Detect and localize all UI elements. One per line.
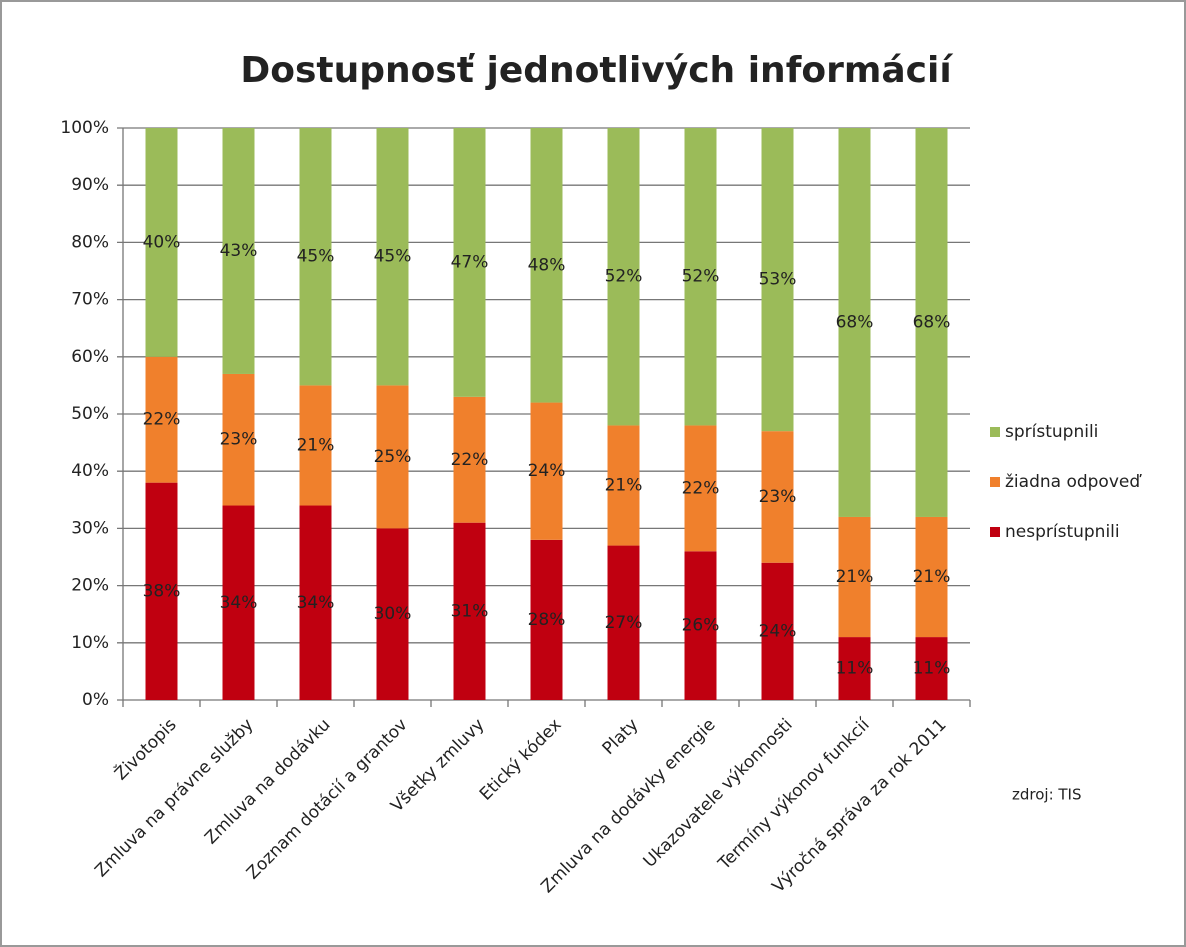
data-label: 21%: [913, 567, 951, 587]
bar-segment: [530, 128, 563, 403]
data-label: 21%: [605, 476, 643, 496]
bar-segment: [607, 425, 640, 546]
bar-segment: [684, 128, 717, 426]
data-label: 25%: [374, 447, 412, 467]
data-label: 23%: [220, 430, 258, 450]
bar-segment: [453, 128, 486, 397]
bar-segment: [222, 505, 255, 700]
data-label: 30%: [374, 604, 412, 624]
data-label: 68%: [836, 312, 874, 332]
y-tick-label: 10%: [71, 633, 109, 653]
data-label: 21%: [297, 435, 335, 455]
bar-segment: [838, 516, 871, 638]
data-label: 11%: [913, 659, 951, 679]
data-label: 24%: [759, 621, 797, 641]
data-label: 53%: [759, 270, 797, 290]
bar-segment: [222, 373, 255, 506]
data-label: 34%: [220, 593, 258, 613]
source-note: zdroj: TIS: [1012, 786, 1082, 804]
bar-segment: [684, 551, 717, 700]
y-tick-label: 80%: [71, 232, 109, 252]
data-label: 22%: [451, 450, 489, 470]
bar-segment: [145, 482, 178, 700]
data-label: 48%: [528, 255, 566, 275]
bar-segment: [838, 128, 871, 517]
bar-segment: [222, 128, 255, 374]
y-tick-label: 70%: [71, 290, 109, 310]
legend-swatch: [990, 477, 1000, 487]
bar-segment: [376, 385, 409, 529]
y-tick-label: 60%: [71, 347, 109, 367]
data-label: 26%: [682, 616, 720, 636]
data-label: 27%: [605, 613, 643, 633]
data-label: 21%: [836, 567, 874, 587]
y-tick-label: 50%: [71, 404, 109, 424]
data-label: 52%: [605, 267, 643, 287]
bar-segment: [530, 539, 563, 700]
bar-segment: [145, 128, 178, 357]
bar-segment: [299, 505, 332, 700]
data-label: 52%: [682, 267, 720, 287]
bar-segment: [530, 402, 563, 540]
bar-segment: [915, 128, 948, 517]
bar-segment: [761, 431, 794, 563]
legend-label: sprístupnili: [1005, 422, 1098, 442]
data-label: 24%: [528, 461, 566, 481]
data-label: 40%: [143, 232, 181, 252]
y-tick-label: 40%: [71, 461, 109, 481]
legend-swatch: [990, 427, 1000, 437]
bar-segment: [607, 545, 640, 700]
legend-label: nesprístupnili: [1005, 522, 1120, 542]
bar-segment: [299, 128, 332, 386]
data-label: 31%: [451, 601, 489, 621]
data-label: 28%: [528, 610, 566, 630]
bar-segment: [761, 128, 794, 432]
data-label: 22%: [143, 410, 181, 430]
bar-segment: [915, 516, 948, 638]
bar-segment: [761, 562, 794, 700]
data-label: 68%: [913, 312, 951, 332]
data-label: 22%: [682, 478, 720, 498]
bar-segment: [376, 528, 409, 700]
y-tick-label: 30%: [71, 518, 109, 538]
bar-segment: [453, 396, 486, 523]
y-tick-label: 100%: [60, 118, 109, 138]
data-label: 43%: [220, 241, 258, 261]
bar-segment: [145, 356, 178, 483]
data-label: 38%: [143, 581, 181, 601]
data-label: 23%: [759, 487, 797, 507]
bar-segment: [453, 522, 486, 700]
y-tick-label: 20%: [71, 576, 109, 596]
y-tick-label: 0%: [82, 690, 109, 710]
data-label: 34%: [297, 593, 335, 613]
legend-label: žiadna odpoveď: [1005, 472, 1142, 492]
bar-segment: [838, 637, 871, 700]
data-label: 11%: [836, 659, 874, 679]
legend-swatch: [990, 527, 1000, 537]
y-tick-label: 90%: [71, 175, 109, 195]
chart-title: Dostupnosť jednotlivých informácií: [240, 50, 953, 91]
bar-segment: [607, 128, 640, 426]
bar-segment: [299, 385, 332, 506]
bar-segment: [915, 637, 948, 700]
data-label: 45%: [297, 247, 335, 267]
bar-segment: [684, 425, 717, 552]
bar-segment: [376, 128, 409, 386]
data-label: 45%: [374, 247, 412, 267]
data-label: 47%: [451, 252, 489, 272]
